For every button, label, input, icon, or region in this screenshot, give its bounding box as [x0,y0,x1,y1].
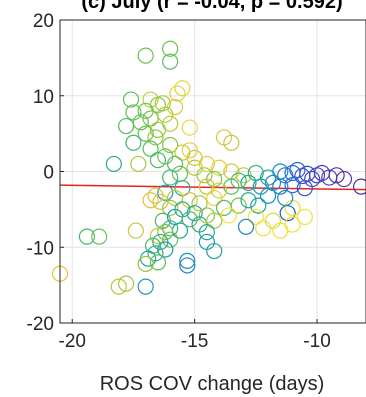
data-point [230,197,247,214]
data-point [277,189,294,207]
data-point [162,40,179,57]
data-point [162,53,179,70]
data-point [137,278,154,295]
x-axis-label: ROS COV change (days) [100,373,325,395]
chart-title: (c) July (r = -0.04, p = 0.592) [81,0,342,13]
data-point [174,80,191,97]
trend-line [59,184,366,191]
data-point [289,161,306,179]
data-point [196,167,213,184]
data-point [152,193,169,210]
data-point [206,212,223,229]
data-point [264,212,282,229]
data-point [137,255,154,273]
data-point [220,207,238,224]
data-point [117,275,135,292]
data-point [142,192,159,209]
data-point [211,159,228,176]
data-point [296,208,313,226]
data-point [335,170,353,188]
data-point [272,178,289,195]
data-point [255,220,272,237]
data-point [142,140,159,157]
data-point [284,177,301,194]
data-point [78,228,96,245]
data-point [162,220,179,237]
y-axis-ticks: -20 -10 0 10 20 [27,11,64,335]
data-point [181,119,198,136]
points-group [51,40,366,295]
data-point [157,184,174,201]
y-tick-label: 0 [43,163,54,184]
x-tick-label: -10 [303,331,330,352]
data-point [206,189,223,207]
data-point [169,85,186,102]
data-point [284,216,301,233]
data-point [149,121,167,138]
data-point [125,134,142,151]
trend-line-group [59,184,366,191]
data-point [162,169,179,186]
data-point [162,136,179,154]
data-point [198,155,215,173]
data-point [240,174,257,191]
data-point [240,192,257,209]
data-point [250,197,267,214]
data-point [171,222,189,239]
data-point [247,208,264,226]
data-point [171,165,189,182]
y-tick-label: 10 [33,87,54,108]
data-point [117,117,135,135]
data-point [223,134,240,151]
y-tick-label: 20 [33,11,54,32]
data-point [130,155,147,173]
x-tick-label: -20 [59,331,86,352]
data-point [259,187,277,204]
y-tick-label: -10 [27,238,54,259]
data-point [149,152,167,169]
data-point [179,252,196,269]
data-point [91,228,108,245]
data-point [198,224,215,241]
data-point [198,178,215,195]
data-point [157,106,174,123]
data-point [206,242,223,260]
data-point [296,180,313,197]
data-point [237,218,255,235]
data-point [166,155,184,173]
data-point [110,278,127,295]
data-point [105,155,122,173]
data-point [162,231,179,248]
data-point [186,205,203,222]
y-tick-label: -20 [27,314,54,335]
data-point [147,187,164,204]
data-point [127,222,144,239]
data-point [137,125,154,142]
data-point [328,167,345,184]
data-point [149,254,167,271]
data-point [191,195,208,212]
data-point [137,47,154,64]
data-point [181,211,198,228]
data-point [147,129,164,146]
data-point [157,241,174,258]
data-point [179,257,196,274]
data-point [353,178,366,195]
data-point [122,91,140,108]
x-tick-label: -15 [181,331,208,352]
data-point [162,199,179,216]
data-point [142,110,159,127]
data-point [132,114,149,131]
x-axis-ticks: -20 -15 -10 [59,319,331,352]
data-point [223,178,240,195]
